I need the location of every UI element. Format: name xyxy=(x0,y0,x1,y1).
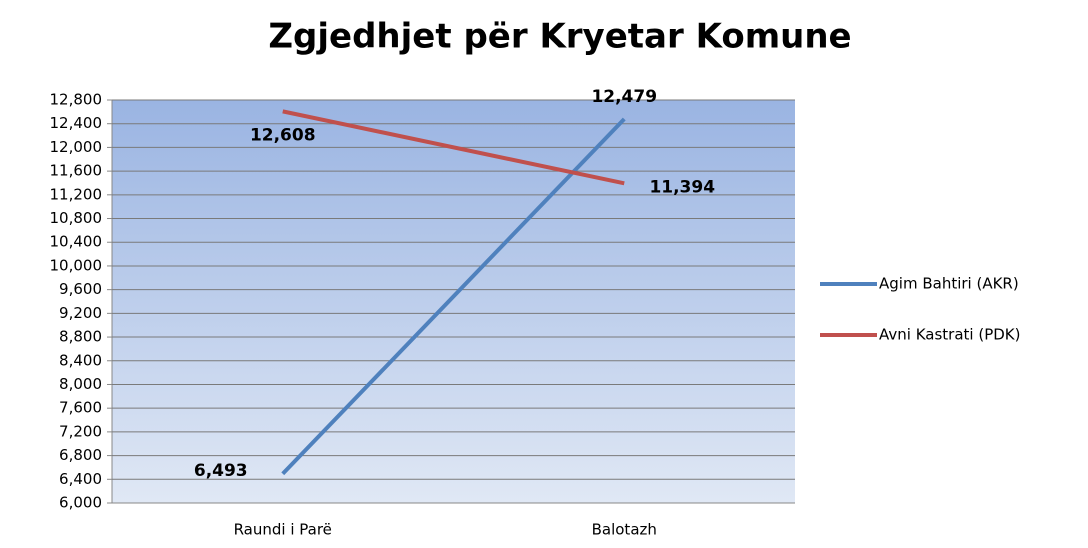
legend-label: Avni Kastrati (PDK) xyxy=(879,326,1020,344)
y-tick-label: 10,800 xyxy=(50,209,103,227)
y-tick-label: 6,000 xyxy=(59,494,102,512)
data-label: 12,608 xyxy=(250,125,316,145)
data-label: 6,493 xyxy=(194,461,248,481)
y-tick-label: 6,400 xyxy=(59,470,102,488)
y-tick-label: 12,400 xyxy=(50,114,103,132)
y-tick-label: 10,000 xyxy=(50,256,103,274)
y-tick-label: 7,200 xyxy=(59,422,102,440)
y-tick-label: 12,000 xyxy=(50,138,103,156)
y-tick-label: 9,600 xyxy=(59,280,102,298)
y-tick-label: 8,800 xyxy=(59,328,102,346)
y-tick-label: 7,600 xyxy=(59,399,102,417)
series-line xyxy=(281,117,626,476)
y-tick-label: 11,600 xyxy=(50,162,103,180)
y-tick-label: 9,200 xyxy=(59,304,102,322)
x-tick-label: Raundi i Parë xyxy=(234,521,332,539)
x-tick-label: Balotazh xyxy=(592,521,657,539)
data-label: 11,394 xyxy=(649,177,715,197)
y-tick-label: 8,400 xyxy=(59,351,102,369)
y-tick-label: 11,200 xyxy=(50,185,103,203)
data-label: 12,479 xyxy=(591,87,657,107)
plot-area xyxy=(112,100,795,503)
y-tick-label: 12,800 xyxy=(50,91,103,109)
chart-title: Zgjedhjet për Kryetar Komune xyxy=(268,17,851,57)
y-tick-label: 10,400 xyxy=(50,233,103,251)
y-tick-label: 6,800 xyxy=(59,446,102,464)
y-tick-label: 8,000 xyxy=(59,375,102,393)
legend-label: Agim Bahtiri (AKR) xyxy=(879,275,1019,293)
series-line xyxy=(282,109,625,186)
